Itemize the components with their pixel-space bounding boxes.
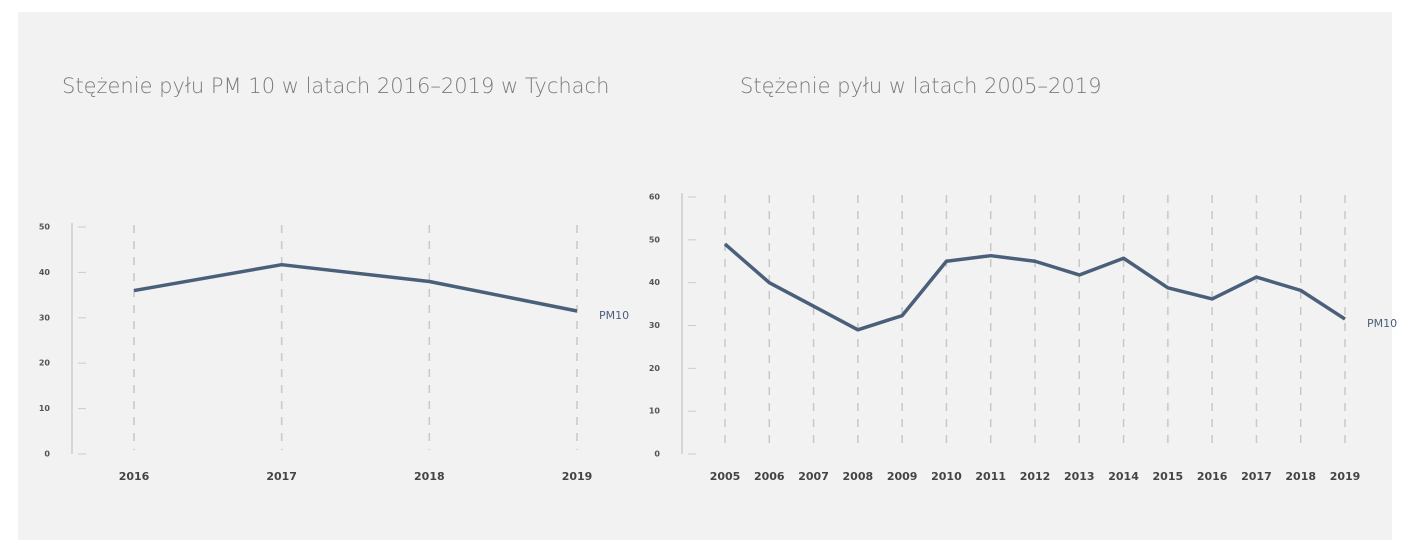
- x-tick-label: 2017: [1241, 470, 1272, 483]
- x-tick-label: 2014: [1108, 470, 1139, 483]
- x-tick-label: 2010: [931, 470, 962, 483]
- series-label: PM10: [1367, 317, 1397, 330]
- data-line: [133, 262, 578, 313]
- y-tick-label: 50: [649, 235, 661, 244]
- x-tick-label: 2008: [843, 470, 874, 483]
- x-tick-label: 2009: [887, 470, 918, 483]
- y-tick-label: 20: [39, 359, 51, 368]
- x-tick-label: 2013: [1064, 470, 1095, 483]
- x-tick-label: 2006: [754, 470, 785, 483]
- y-tick-label: 10: [649, 407, 661, 416]
- x-tick-label: 2019: [1330, 470, 1361, 483]
- x-tick-label: 2018: [414, 470, 445, 483]
- y-tick-label: 50: [39, 223, 51, 232]
- y-tick-label: 40: [39, 268, 51, 277]
- x-tick-label: 2007: [798, 470, 829, 483]
- y-tick-label: 10: [39, 404, 51, 413]
- chart-title: Stężenie pyłu w latach 2005–2019: [740, 74, 1101, 98]
- panel: [18, 12, 1392, 540]
- x-tick-label: 2016: [1197, 470, 1228, 483]
- x-tick-label: 2011: [975, 470, 1006, 483]
- x-tick-label: 2015: [1153, 470, 1184, 483]
- x-tick-label: 2012: [1020, 470, 1051, 483]
- x-tick-label: 2017: [266, 470, 297, 483]
- x-tick-label: 2016: [119, 470, 150, 483]
- series-label: PM10: [599, 309, 629, 322]
- x-tick-label: 2018: [1285, 470, 1316, 483]
- chart-title: Stężenie pyłu PM 10 w latach 2016–2019 w…: [62, 74, 609, 98]
- y-tick-label: 20: [649, 364, 661, 373]
- y-tick-label: 60: [649, 193, 661, 202]
- y-tick-label: 0: [44, 450, 50, 459]
- data-line: [723, 242, 1346, 332]
- y-tick-label: 40: [649, 278, 661, 287]
- y-tick-label: 30: [649, 321, 661, 330]
- y-tick-label: 0: [654, 450, 660, 459]
- y-tick-label: 30: [39, 313, 51, 322]
- x-tick-label: 2019: [562, 470, 593, 483]
- x-tick-label: 2005: [710, 470, 741, 483]
